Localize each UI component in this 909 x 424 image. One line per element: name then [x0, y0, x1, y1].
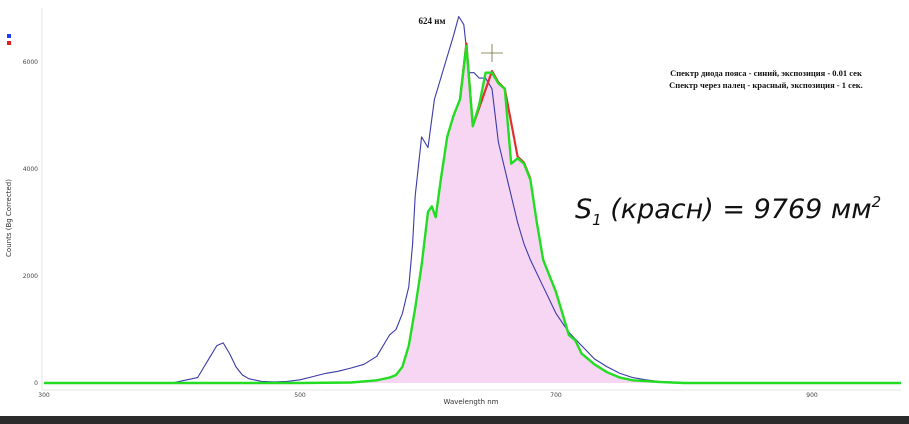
y-tick-label: 4000 [23, 166, 38, 173]
legend-red-marker [7, 41, 11, 45]
x-ticks: 300 500 700 900 [38, 392, 818, 399]
y-tick-label: 6000 [23, 59, 38, 66]
y-axis-label: Counts (Bg Corrected) [5, 179, 13, 257]
legend-line-blue: Спектр диода пояса - синий, экспозиция -… [670, 68, 862, 78]
x-tick-label: 300 [38, 392, 50, 399]
area-formula: S1 (красн) = 9769 мм2 [575, 193, 881, 229]
x-axis-label: Wavelength nm [443, 398, 498, 406]
peak-label: 624 нм [418, 16, 445, 26]
x-tick-label: 500 [294, 392, 306, 399]
bottom-bar [0, 416, 909, 424]
axes [41, 8, 901, 391]
x-tick-label: 900 [806, 392, 818, 399]
green-spectrum-line [44, 44, 901, 385]
legend-line-red: Спектр через палец - красный, экспозиция… [669, 80, 863, 90]
blue-spectrum-line [44, 15, 901, 384]
x-tick-label: 700 [550, 392, 562, 399]
area-formula-sub: 1 [592, 211, 602, 229]
green-spectrum-fill [44, 45, 901, 383]
area-formula-rest: (красн) = 9769 мм [602, 194, 872, 225]
area-formula-main: S [575, 194, 592, 225]
y-tick-label: 2000 [23, 273, 38, 280]
legend-blue-marker [7, 34, 11, 38]
y-ticks: 0 2000 4000 6000 [23, 59, 38, 387]
area-formula-sup: 2 [872, 193, 882, 211]
y-tick-label: 0 [34, 380, 38, 387]
crosshair-marker [481, 44, 503, 62]
